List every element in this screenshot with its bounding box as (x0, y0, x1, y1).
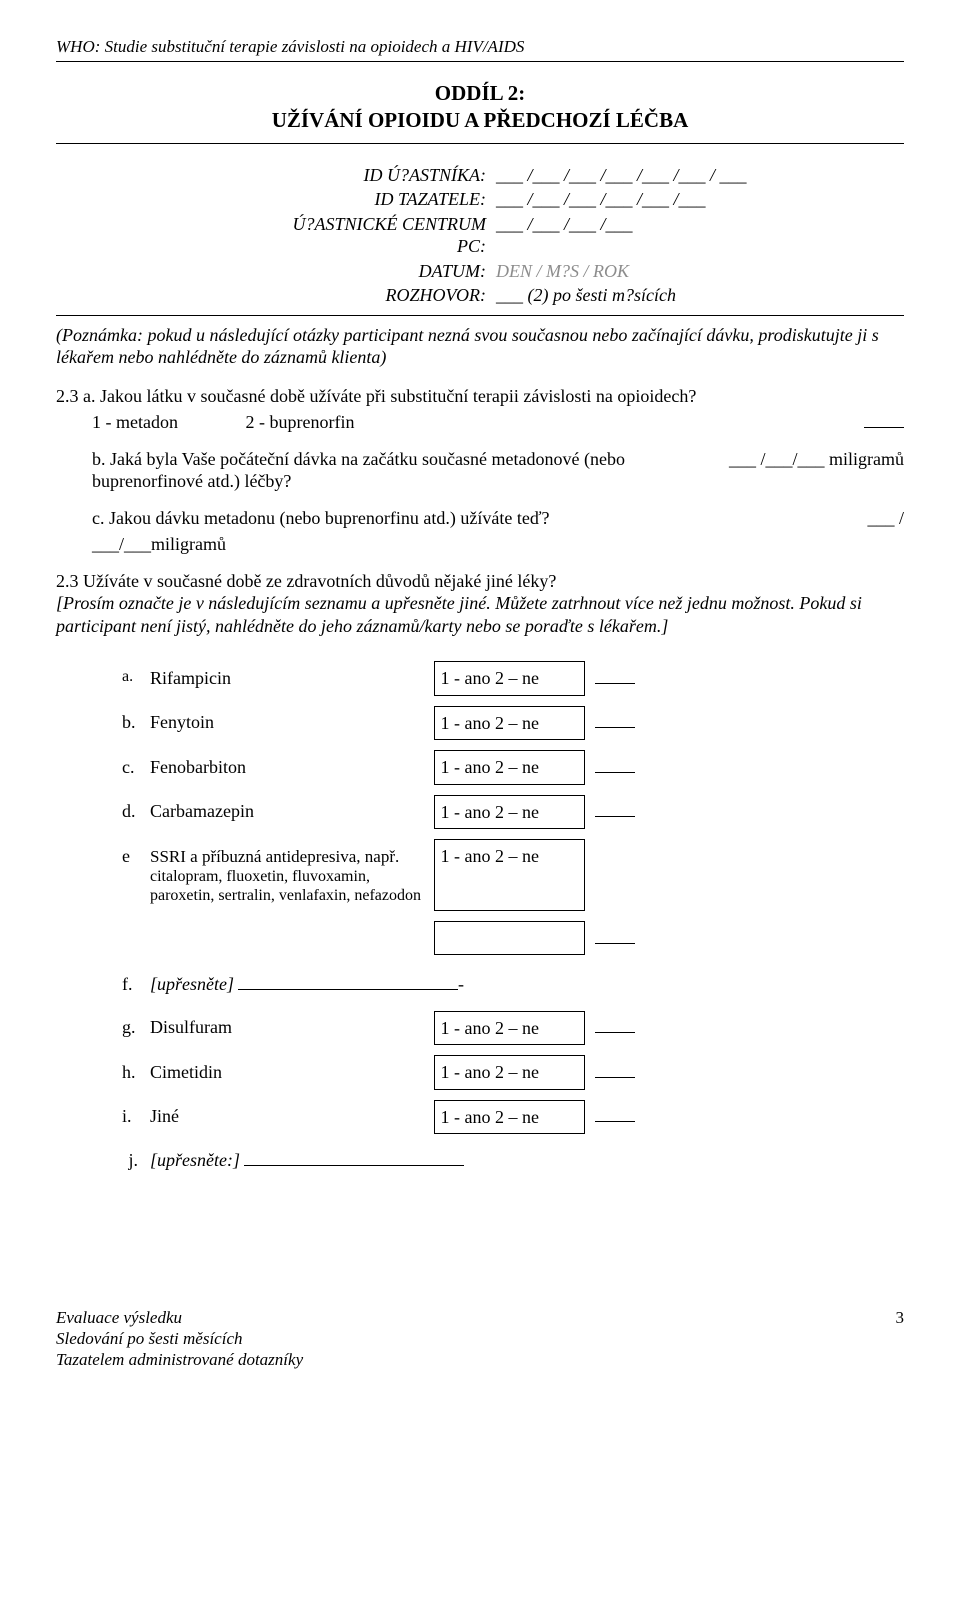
q23c-fill1[interactable]: ___ / (857, 507, 904, 530)
row-letter: b. (116, 706, 144, 740)
id-block: ID Ú?ASTNÍKA: ___ /___ /___ /___ /___ /_… (56, 164, 904, 316)
row-letter: h. (116, 1056, 144, 1090)
interview-value: ___ (2) po šesti m?sících (496, 284, 676, 307)
question-2-3-a: 2.3 a. Jakou látku v současné době užívá… (56, 385, 904, 434)
q23b-text: b. Jaká byla Vaše počáteční dávka na zač… (92, 448, 719, 493)
answer-box[interactable]: 1 - ano 2 – ne (434, 706, 584, 740)
answer-box[interactable]: 1 - ano 2 – ne (434, 1056, 584, 1090)
page-footer: Evaluace výsledku Sledování po šesti měs… (56, 1307, 904, 1371)
row-letter: f. (116, 968, 144, 1001)
medication-name: SSRI a příbuzná antidepresiva, např.cita… (144, 840, 434, 911)
section-line1: ODDÍL 2: (435, 81, 525, 105)
participant-id-value: ___ /___ /___ /___ /___ /___ / ___ (496, 164, 747, 187)
section-line2: UŽÍVÁNÍ OPIOIDU A PŘEDCHOZÍ LÉČBA (272, 108, 689, 132)
section-title: ODDÍL 2: UŽÍVÁNÍ OPIOIDU A PŘEDCHOZÍ LÉČ… (56, 80, 904, 144)
answer-blank[interactable] (584, 751, 641, 785)
row-letter: i. (116, 1100, 144, 1134)
medication-name: Jiné (144, 1100, 434, 1134)
participant-id-label: ID Ú?ASTNÍKA: (266, 164, 496, 187)
row-letter: a. (116, 662, 144, 696)
answer-box[interactable]: 1 - ano 2 – ne (434, 795, 584, 829)
answer-blank[interactable] (584, 1056, 641, 1090)
footer-line3: Tazatelem administrované dotazníky (56, 1349, 303, 1370)
medication-name: Fenobarbiton (144, 751, 434, 785)
q23-text: 2.3 Užíváte v současné době ze zdravotní… (56, 571, 556, 591)
table-row: h.Cimetidin1 - ano 2 – ne (116, 1056, 641, 1090)
answer-box[interactable]: 1 - ano 2 – ne (434, 1100, 584, 1134)
answer-box[interactable]: 1 - ano 2 – ne (434, 840, 584, 911)
answer-blank[interactable] (584, 795, 641, 829)
row-letter: c. (116, 751, 144, 785)
page-number: 3 (896, 1307, 905, 1328)
answer-blank[interactable] (584, 840, 641, 911)
q23a-blank[interactable] (850, 411, 904, 434)
medication-name: Carbamazepin (144, 795, 434, 829)
row-letter: g. (116, 1011, 144, 1045)
specify-field[interactable]: [upřesněte:] (144, 1144, 641, 1177)
footer-line1: Evaluace výsledku (56, 1307, 303, 1328)
answer-box[interactable]: 1 - ano 2 – ne (434, 662, 584, 696)
table-row: eSSRI a příbuzná antidepresiva, např.cit… (116, 840, 641, 911)
row-letter: e (116, 840, 144, 911)
q23-instructions: [Prosím označte je v následujícím seznam… (56, 593, 862, 636)
q23a-options: 1 - metadon 2 - buprenorfin (92, 411, 850, 434)
table-row: f.[upřesněte]- (116, 968, 641, 1001)
medication-name: Rifampicin (144, 662, 434, 696)
q23c-text: c. Jakou dávku metadonu (nebo buprenorfi… (92, 507, 857, 530)
answer-blank[interactable] (584, 662, 641, 696)
interviewer-id-label: ID TAZATELE: (266, 188, 496, 211)
table-row: b.Fenytoin1 - ano 2 – ne (116, 706, 641, 740)
note-text: (Poznámka: pokud u následující otázky pa… (56, 324, 904, 369)
center-label: Ú?ASTNICKÉ CENTRUM PC: (266, 213, 496, 258)
answer-blank[interactable] (584, 1011, 641, 1045)
answer-box-empty[interactable] (434, 922, 584, 955)
q23b-fill[interactable]: ___ /___/___ miligramů (719, 448, 904, 493)
q23a-text: 2.3 a. Jakou látku v současné době užívá… (56, 385, 904, 408)
answer-blank[interactable] (584, 922, 641, 955)
table-row: a.Rifampicin1 - ano 2 – ne (116, 662, 641, 696)
answer-box[interactable]: 1 - ano 2 – ne (434, 1011, 584, 1045)
table-row: i.Jiné1 - ano 2 – ne (116, 1100, 641, 1134)
date-label: DATUM: (266, 260, 496, 283)
answer-box[interactable]: 1 - ano 2 – ne (434, 751, 584, 785)
table-row: g.Disulfuram1 - ano 2 – ne (116, 1011, 641, 1045)
q23c-fill2[interactable]: ___/___miligramů (92, 533, 904, 556)
doc-header: WHO: Studie substituční terapie závislos… (56, 36, 904, 62)
row-letter: d. (116, 795, 144, 829)
question-2-3-c: c. Jakou dávku metadonu (nebo buprenorfi… (92, 507, 904, 556)
table-row: d.Carbamazepin1 - ano 2 – ne (116, 795, 641, 829)
footer-line2: Sledování po šesti měsících (56, 1328, 303, 1349)
question-2-3: 2.3 Užíváte v současné době ze zdravotní… (56, 570, 904, 638)
medication-table: a.Rifampicin1 - ano 2 – neb.Fenytoin1 - … (116, 661, 641, 1176)
question-2-3-b: b. Jaká byla Vaše počáteční dávka na zač… (92, 448, 904, 493)
table-row (116, 922, 641, 955)
medication-name: Fenytoin (144, 706, 434, 740)
answer-blank[interactable] (584, 706, 641, 740)
row-letter: j. (116, 1144, 144, 1177)
answer-blank[interactable] (584, 1100, 641, 1134)
center-value: ___ /___ /___ /___ (496, 213, 633, 258)
interview-label: ROZHOVOR: (266, 284, 496, 307)
table-row: c.Fenobarbiton1 - ano 2 – ne (116, 751, 641, 785)
date-value: DEN / M?S / ROK (496, 260, 629, 283)
medication-name: Cimetidin (144, 1056, 434, 1090)
medication-name: Disulfuram (144, 1011, 434, 1045)
specify-field[interactable]: [upřesněte]- (144, 968, 641, 1001)
interviewer-id-value: ___ /___ /___ /___ /___ /___ (496, 188, 706, 211)
table-row: j.[upřesněte:] (116, 1144, 641, 1177)
